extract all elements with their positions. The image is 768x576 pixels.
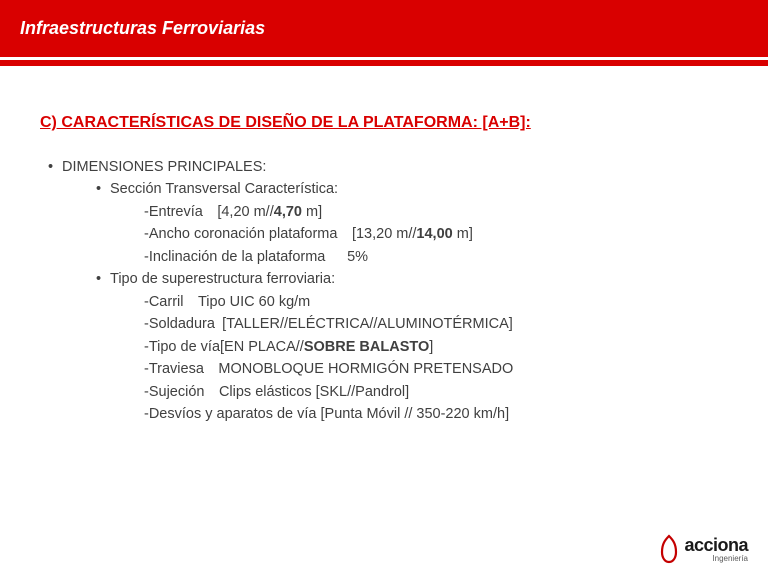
text: m]: [453, 226, 473, 242]
header-title: Infraestructuras Ferroviarias: [20, 18, 265, 39]
text-bold: 14,00: [416, 226, 452, 242]
bullet-dimensiones: DIMENSIONES PRINCIPALES:: [48, 156, 728, 178]
line-soldadura: -Soldadura [TALLER//ELÉCTRICA//ALUMINOTÉ…: [144, 313, 728, 335]
content-area: C) CARACTERÍSTICAS DE DISEÑO DE LA PLATA…: [0, 66, 768, 426]
bullet-seccion-transversal: Sección Transversal Característica:: [96, 178, 728, 200]
text: -Ancho coronación plataforma [13,20 m//: [144, 226, 416, 242]
line-sujecion: -Sujeción Clips elásticos [SKL//Pandrol]: [144, 381, 728, 403]
logo-name: acciona: [684, 536, 748, 554]
acciona-mark-icon: [658, 534, 680, 564]
text: ]: [429, 339, 433, 355]
line-desvios: -Desvíos y aparatos de vía [Punta Móvil …: [144, 403, 728, 425]
section-title: C) CARACTERÍSTICAS DE DISEÑO DE LA PLATA…: [40, 114, 728, 132]
text: m]: [302, 204, 322, 220]
line-tipo-via: -Tipo de vía[EN PLACA//SOBRE BALASTO]: [144, 336, 728, 358]
logo-sub: Ingeniería: [684, 555, 748, 563]
logo-text: acciona Ingeniería: [684, 536, 748, 563]
text: -Tipo de vía[EN PLACA//: [144, 339, 304, 355]
bullet-superestructura: Tipo de superestructura ferroviaria:: [96, 268, 728, 290]
text-bold: SOBRE BALASTO: [304, 339, 429, 355]
line-traviesa: -Traviesa MONOBLOQUE HORMIGÓN PRETENSADO: [144, 358, 728, 380]
slide-header: Infraestructuras Ferroviarias: [0, 0, 768, 57]
line-inclinacion: -Inclinación de la plataforma 5%: [144, 246, 728, 268]
line-entrevia: -Entrevía [4,20 m//4,70 m]: [144, 201, 728, 223]
brand-logo: acciona Ingeniería: [658, 534, 748, 564]
text-bold: 4,70: [274, 204, 302, 220]
text: -Entrevía [4,20 m//: [144, 204, 274, 220]
line-ancho-coronacion: -Ancho coronación plataforma [13,20 m//1…: [144, 223, 728, 245]
line-carril: -Carril Tipo UIC 60 kg/m: [144, 291, 728, 313]
